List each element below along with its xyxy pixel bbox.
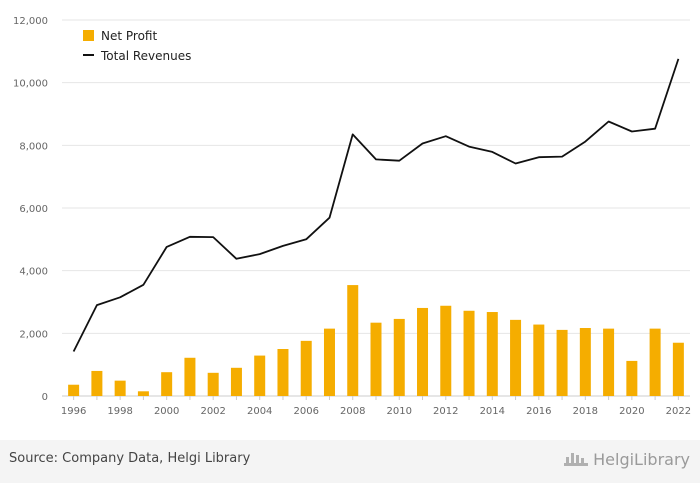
source-note: Source: Company Data, Helgi Library (9, 451, 251, 466)
x-tick-label: 1996 (61, 406, 86, 417)
x-tick-label: 2002 (200, 406, 225, 417)
bar-net-profit (626, 360, 638, 396)
bar-net-profit (230, 367, 242, 396)
y-tick-label: 10,000 (13, 79, 48, 90)
bar-net-profit (579, 328, 591, 396)
grid-lines (62, 19, 690, 397)
bar-net-profit (370, 322, 382, 396)
y-tick-label: 12,000 (13, 16, 48, 27)
legend-label-net-profit: Net Profit (101, 29, 157, 43)
bar-net-profit (533, 324, 545, 396)
bar-net-profit (68, 384, 80, 396)
bar-net-profit (556, 329, 568, 396)
y-tick-label: 8,000 (19, 141, 48, 152)
x-tick-label: 1998 (107, 406, 132, 417)
bar-net-profit (277, 349, 289, 396)
brand-name: HelgiLibrary (593, 449, 690, 469)
bar-net-profit (649, 328, 661, 396)
net-profit-bars (68, 285, 684, 396)
bar-net-profit (347, 285, 359, 396)
bar-net-profit (207, 372, 219, 396)
bar-net-profit (440, 305, 452, 396)
x-tick-label: 2022 (666, 406, 691, 417)
x-tick-label: 2006 (293, 406, 318, 417)
bar-net-profit (114, 380, 126, 396)
bar-net-profit (323, 328, 335, 396)
bar-net-profit (184, 357, 196, 396)
x-tick-label: 2014 (480, 406, 505, 417)
bar-net-profit (161, 372, 173, 396)
x-tick-label: 2000 (154, 406, 179, 417)
legend-label-total-revenues: Total Revenues (100, 49, 191, 63)
bar-net-profit (417, 307, 429, 396)
bar-net-profit (672, 342, 684, 396)
y-axis-ticks: 0 2,000 4,000 6,000 8,000 10,000 12,000 (13, 16, 48, 403)
bar-net-profit (603, 328, 615, 396)
brand: HelgiLibrary (563, 449, 690, 469)
legend-swatch-net-profit (83, 30, 94, 41)
x-axis-ticks: 1996 1998 2000 2002 2004 2006 2008 2010 2012 2014… (61, 396, 691, 417)
y-tick-label: 6,000 (19, 204, 48, 215)
bar-net-profit (486, 312, 498, 396)
bar-net-profit (91, 370, 103, 396)
x-tick-label: 2010 (387, 406, 412, 417)
bar-net-profit (463, 310, 475, 396)
total-revenues-line (72, 58, 680, 352)
x-tick-label: 2018 (573, 406, 598, 417)
bar-net-profit (510, 319, 522, 396)
bar-net-profit (393, 318, 405, 396)
footer: Source: Company Data, Helgi Library Helg… (0, 440, 700, 483)
bar-net-profit (300, 340, 312, 396)
y-tick-label: 2,000 (19, 329, 48, 340)
x-tick-label: 2012 (433, 406, 458, 417)
bar-net-profit (254, 355, 266, 396)
legend: Net Profit Total Revenues (83, 29, 191, 63)
y-tick-label: 0 (42, 392, 48, 403)
helgi-library-logo-icon (564, 453, 589, 466)
x-tick-label: 2020 (619, 406, 644, 417)
bar-net-profit (137, 391, 149, 396)
total-revenues-line-layer (72, 58, 680, 352)
x-tick-label: 2008 (340, 406, 365, 417)
x-tick-label: 2016 (526, 406, 551, 417)
x-tick-label: 2004 (247, 406, 272, 417)
y-tick-label: 4,000 (19, 267, 48, 278)
